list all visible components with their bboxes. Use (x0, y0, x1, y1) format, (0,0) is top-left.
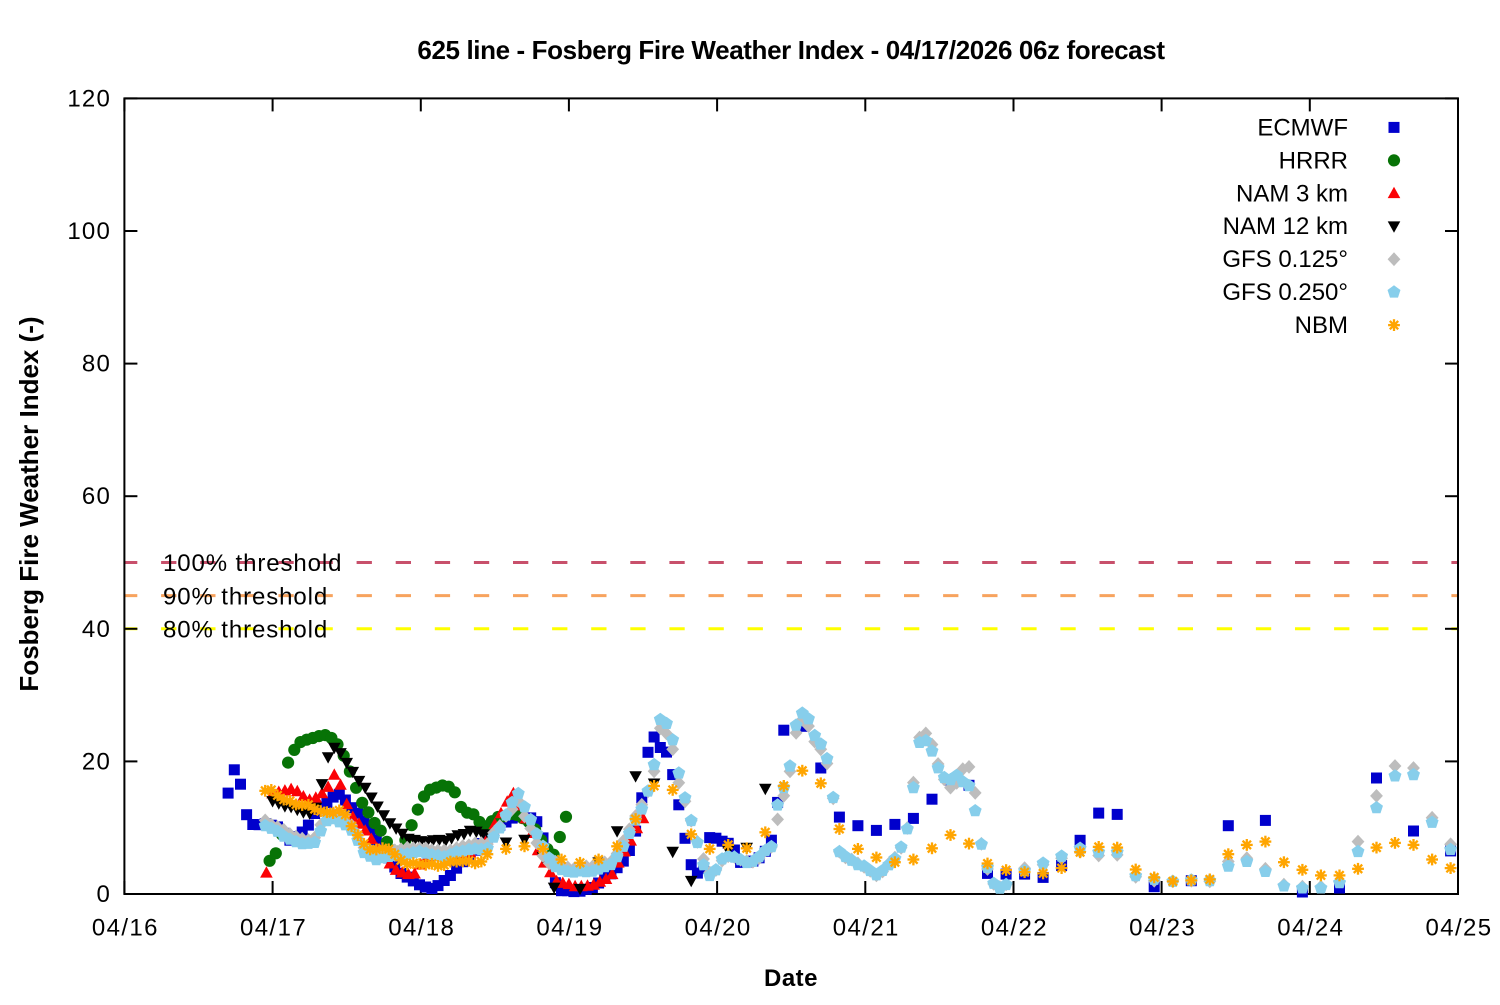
svg-text:GFS 0.250°: GFS 0.250° (1222, 279, 1348, 306)
svg-text:100% threshold: 100% threshold (163, 550, 342, 577)
svg-text:80: 80 (82, 351, 111, 378)
svg-text:04/19: 04/19 (536, 915, 603, 942)
svg-text:90% threshold: 90% threshold (163, 583, 328, 610)
svg-text:60: 60 (82, 483, 111, 510)
svg-text:ECMWF: ECMWF (1257, 114, 1348, 141)
svg-text:NAM 12 km: NAM 12 km (1223, 213, 1348, 240)
svg-text:Date: Date (764, 965, 818, 992)
svg-text:40: 40 (82, 616, 111, 643)
svg-text:04/22: 04/22 (981, 915, 1048, 942)
svg-text:04/17: 04/17 (240, 915, 307, 942)
svg-text:HRRR: HRRR (1279, 147, 1348, 174)
svg-text:04/25: 04/25 (1425, 915, 1492, 942)
svg-text:NAM 3 km: NAM 3 km (1236, 180, 1348, 207)
svg-text:NBM: NBM (1295, 312, 1348, 339)
svg-text:20: 20 (82, 748, 111, 775)
svg-text:04/24: 04/24 (1277, 915, 1344, 942)
svg-text:120: 120 (67, 85, 111, 112)
svg-text:80% threshold: 80% threshold (163, 616, 328, 643)
svg-text:04/21: 04/21 (833, 915, 900, 942)
svg-text:Fosberg Fire Weather Index (-): Fosberg Fire Weather Index (-) (14, 316, 44, 691)
svg-text:04/20: 04/20 (685, 915, 752, 942)
svg-text:04/16: 04/16 (92, 915, 159, 942)
svg-text:04/18: 04/18 (388, 915, 455, 942)
svg-text:625 line - Fosberg Fire Weathe: 625 line - Fosberg Fire Weather Index - … (417, 35, 1165, 65)
svg-text:GFS 0.125°: GFS 0.125° (1222, 246, 1348, 273)
svg-text:0: 0 (96, 881, 111, 908)
svg-text:100: 100 (67, 218, 111, 245)
svg-text:04/23: 04/23 (1129, 915, 1196, 942)
